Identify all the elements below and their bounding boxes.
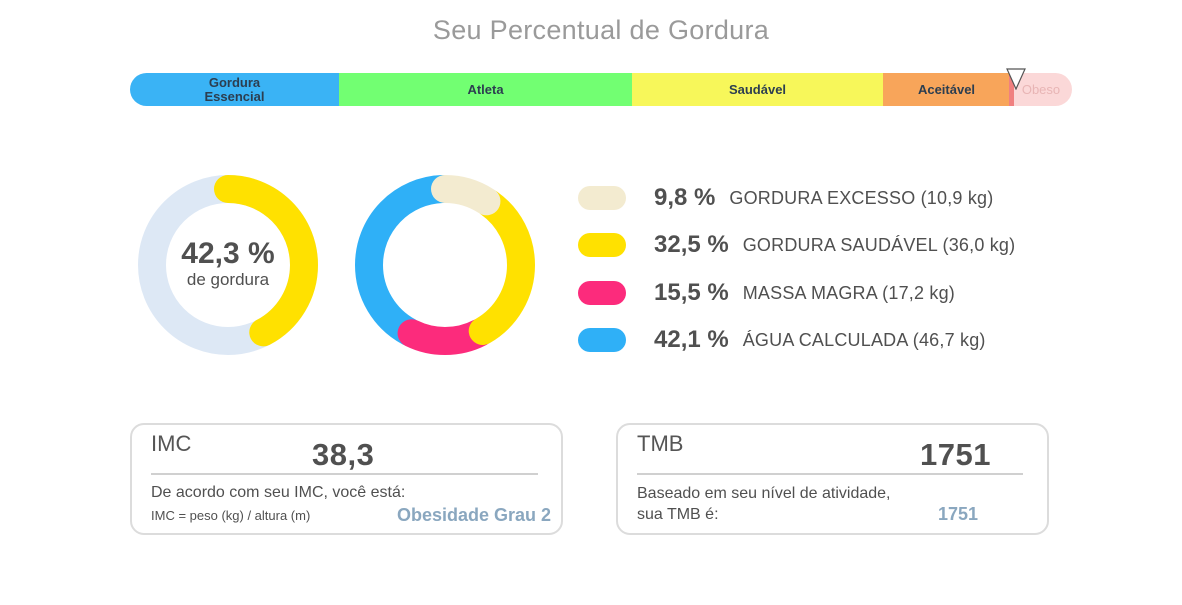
legend-item-gordura-excesso: 9,8 % GORDURA EXCESSO (10,9 kg) — [578, 183, 993, 213]
fat-percentage-center: 42,3 % de gordura — [138, 175, 318, 355]
tmb-card: TMB 1751 Baseado em seu nível de ativida… — [616, 423, 1049, 535]
fat-percentage-value: 42,3 % — [181, 237, 275, 270]
category-label: Atleta — [467, 81, 504, 97]
imc-divider — [151, 473, 538, 475]
position-marker-icon — [1006, 68, 1026, 90]
category-label: Gordura Essencial — [204, 74, 265, 104]
body-fat-category-bar: Gordura Essencial Atleta Saudável Aceitá… — [130, 73, 1072, 106]
category-aceitavel: Aceitável — [883, 73, 1010, 106]
category-label: Aceitável — [917, 81, 976, 97]
tmb-description: Baseado em seu nível de atividade, — [637, 485, 891, 502]
page-title: Seu Percentual de Gordura — [432, 15, 770, 45]
legend-swatch — [578, 186, 626, 210]
legend-percent: 15,5 % — [654, 279, 729, 306]
legend-label: GORDURA EXCESSO (10,9 kg) — [729, 187, 994, 208]
legend-percent: 42,1 % — [654, 326, 729, 353]
current-position-line — [1009, 73, 1014, 106]
imc-formula: IMC = peso (kg) / altura (m) — [151, 508, 311, 523]
imc-value: 38,3 — [312, 437, 375, 472]
category-atleta: Atleta — [339, 73, 632, 106]
category-label: Saudável — [728, 81, 787, 97]
imc-classification: Obesidade Grau 2 — [397, 505, 552, 525]
legend-swatch — [578, 281, 626, 305]
legend-item-agua-calculada: 42,1 % ÁGUA CALCULADA (46,7 kg) — [578, 325, 986, 355]
tmb-title: TMB — [637, 431, 684, 456]
category-obeso: Obeso — [1010, 73, 1072, 106]
tmb-divider — [637, 473, 1023, 475]
legend-item-gordura-saudavel: 32,5 % GORDURA SAUDÁVEL (36,0 kg) — [578, 230, 1015, 260]
legend-label: GORDURA SAUDÁVEL (36,0 kg) — [742, 234, 1016, 255]
legend-swatch — [578, 233, 626, 257]
legend-item-massa-magra: 15,5 % MASSA MAGRA (17,2 kg) — [578, 278, 955, 308]
tmb-result: 1751 — [938, 504, 979, 524]
category-saudavel: Saudável — [632, 73, 883, 106]
category-gordura-essencial: Gordura Essencial — [130, 73, 339, 106]
category-label: Obeso — [1021, 81, 1061, 97]
tmb-value: 1751 — [920, 437, 991, 472]
legend-swatch — [578, 328, 626, 352]
composition-segment — [355, 175, 535, 355]
composition-donut — [355, 175, 535, 355]
composition-segment — [355, 175, 535, 355]
composition-segment — [355, 175, 535, 355]
fat-percentage-donut — [138, 175, 318, 355]
tmb-description-line2: sua TMB é: — [637, 506, 719, 523]
legend-label: MASSA MAGRA (17,2 kg) — [742, 282, 955, 303]
imc-card: IMC 38,3 De acordo com seu IMC, você est… — [130, 423, 563, 535]
imc-title: IMC — [151, 431, 192, 456]
legend-percent: 32,5 % — [654, 231, 729, 258]
fat-arc — [138, 175, 318, 355]
legend-percent: 9,8 % — [654, 184, 716, 211]
legend-label: ÁGUA CALCULADA (46,7 kg) — [742, 329, 986, 350]
imc-description: De acordo com seu IMC, você está: — [151, 484, 406, 501]
fat-percentage-caption: de gordura — [186, 270, 270, 289]
